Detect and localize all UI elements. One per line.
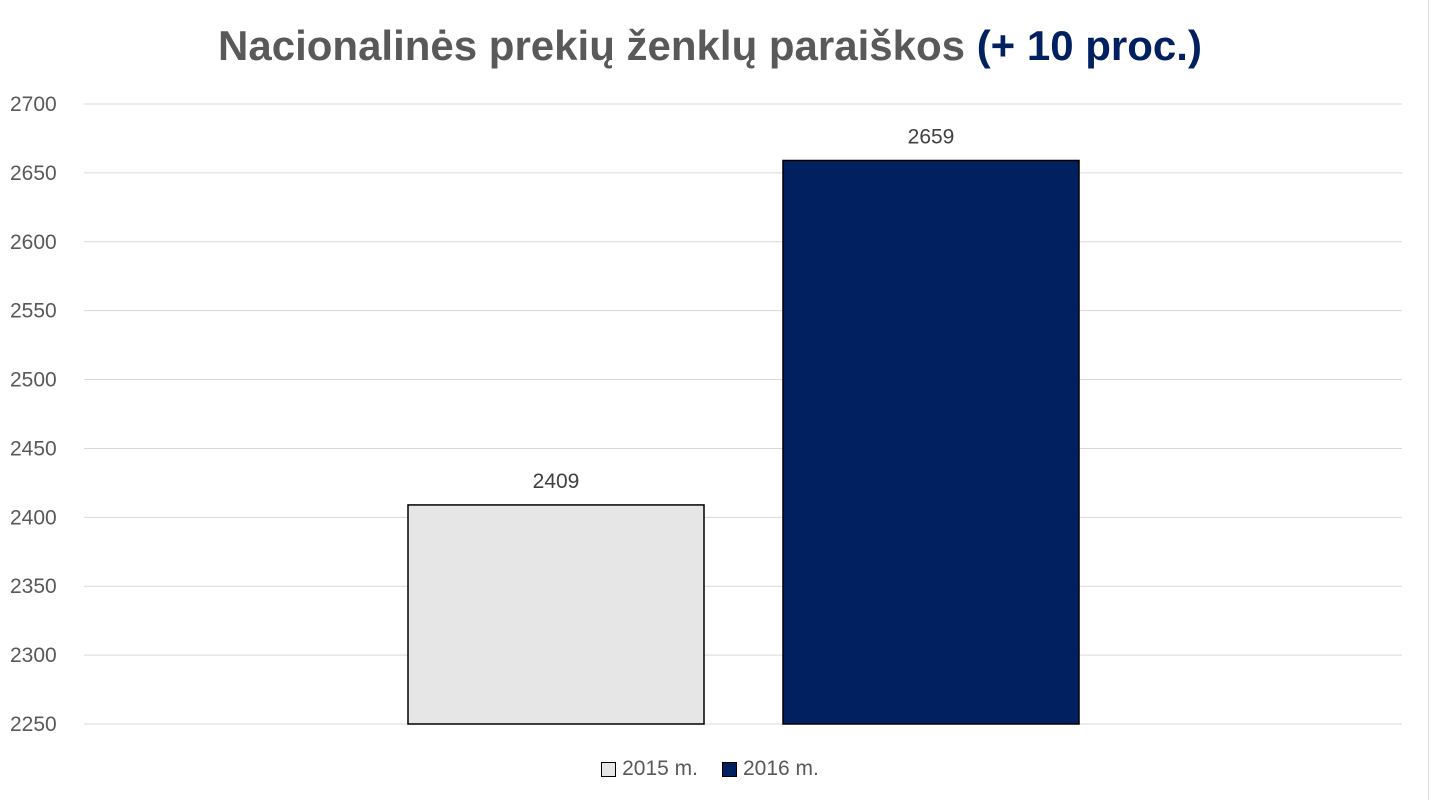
y-tick-label: 2500 — [10, 369, 57, 392]
data-label-2016m: 2659 — [908, 125, 955, 148]
y-tick-label: 2450 — [10, 437, 57, 460]
chart-title-accent: (+ 10 proc.) — [976, 22, 1202, 69]
bar-chart: 2250 2300 2350 2400 2450 2500 2550 2600 2650 2700… — [10, 93, 1402, 736]
y-tick-label: 2650 — [10, 162, 57, 185]
data-labels: 2409 2659 — [533, 125, 955, 492]
legend-label-2016: 2016 m. — [743, 757, 819, 780]
right-border — [1428, 0, 1429, 800]
y-tick-label: 2300 — [10, 644, 57, 667]
chart-title: Nacionalinės prekių ženklų paraiškos (+ … — [0, 22, 1420, 70]
gridlines — [84, 103, 1402, 725]
bars — [407, 159, 1080, 725]
y-axis-tick-labels: 2250 2300 2350 2400 2450 2500 2550 2600 2650 2700 — [10, 93, 57, 736]
bar-2015m — [407, 504, 705, 725]
legend-swatch-2015 — [601, 761, 617, 777]
chart-title-main: Nacionalinės prekių ženklų paraiškos — [218, 22, 966, 69]
legend-label-2015: 2015 m. — [622, 757, 698, 780]
data-label-2015m: 2409 — [533, 470, 580, 493]
bar-2016m — [782, 159, 1080, 725]
y-tick-label: 2550 — [10, 300, 57, 323]
legend-swatch-2016 — [722, 761, 737, 777]
y-tick-label: 2600 — [10, 231, 57, 254]
y-tick-label: 2400 — [10, 506, 57, 529]
y-tick-label: 2250 — [10, 713, 57, 736]
y-tick-label: 2350 — [10, 575, 57, 598]
legend-item-2016: 2016 m. — [722, 757, 819, 781]
legend-item-2015: 2015 m. — [601, 757, 698, 781]
y-tick-label: 2700 — [10, 93, 57, 116]
legend: 2015 m. 2016 m. — [0, 757, 1420, 781]
